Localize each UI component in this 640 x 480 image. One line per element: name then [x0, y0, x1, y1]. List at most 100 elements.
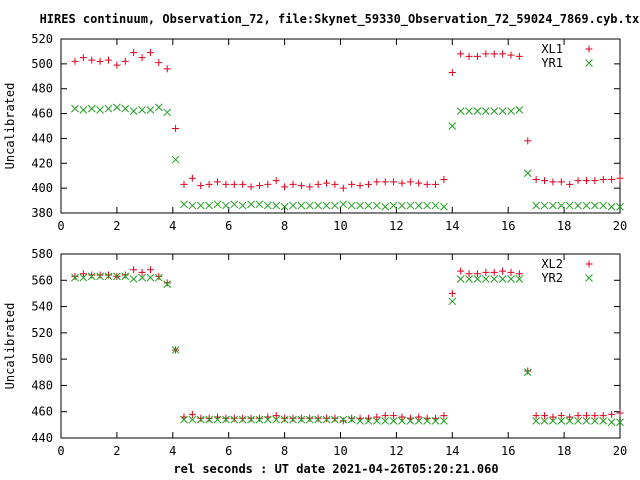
data-point — [532, 412, 540, 420]
data-point — [238, 415, 247, 424]
data-point — [347, 415, 356, 424]
legend-label: YR1 — [541, 56, 563, 70]
data-point — [163, 279, 171, 287]
data-point — [305, 415, 314, 424]
data-point — [154, 273, 163, 282]
x-tick-label: 20 — [613, 444, 627, 458]
data-point — [339, 415, 348, 424]
data-point — [121, 57, 129, 65]
data-point — [155, 59, 163, 67]
x-tick-label: 16 — [501, 444, 515, 458]
y-axis-title: Uncalibrated — [3, 83, 17, 170]
data-point — [180, 415, 188, 424]
data-point — [230, 415, 239, 424]
data-point — [331, 414, 339, 422]
data-point — [541, 177, 549, 185]
data-point — [473, 270, 481, 278]
data-point — [331, 180, 339, 188]
data-point — [574, 417, 582, 425]
data-point — [196, 201, 205, 210]
data-point — [565, 417, 574, 425]
data-point — [138, 268, 146, 276]
data-point — [456, 107, 465, 115]
data-point — [390, 412, 398, 420]
data-point — [398, 417, 406, 425]
y-tick-label: 520 — [31, 32, 53, 46]
series-XL2 — [71, 266, 624, 425]
data-point — [465, 270, 473, 278]
data-point — [616, 202, 624, 211]
data-point — [440, 175, 448, 183]
data-point — [574, 201, 582, 210]
data-point — [205, 180, 213, 188]
y-tick-label: 500 — [31, 57, 53, 71]
data-point — [431, 417, 440, 425]
data-point — [423, 201, 431, 210]
data-point — [188, 415, 197, 424]
data-point — [599, 201, 608, 210]
data-point — [415, 179, 423, 187]
data-point — [339, 184, 347, 192]
data-point — [104, 272, 113, 281]
y-tick-label: 440 — [31, 131, 53, 145]
data-point — [339, 200, 348, 209]
data-point — [507, 268, 515, 276]
data-point — [247, 415, 255, 424]
series-YR2 — [71, 272, 624, 427]
data-point — [196, 415, 205, 424]
data-point — [230, 200, 239, 209]
y-tick-label: 460 — [31, 405, 53, 419]
data-point — [582, 412, 590, 420]
data-point — [222, 414, 230, 422]
data-point — [406, 417, 415, 425]
data-point — [557, 417, 566, 425]
data-point — [331, 201, 339, 210]
data-point — [289, 201, 297, 210]
legend-label: YR2 — [541, 271, 563, 285]
data-point — [88, 271, 96, 279]
data-point — [79, 273, 88, 282]
data-point — [79, 54, 87, 62]
x-tick-label: 6 — [225, 444, 232, 458]
data-point — [406, 178, 414, 186]
data-point — [440, 202, 448, 211]
data-point — [305, 201, 314, 210]
data-point — [339, 417, 347, 425]
data-point — [213, 200, 222, 209]
data-point — [448, 122, 457, 130]
data-point — [113, 61, 121, 69]
data-point — [389, 417, 398, 425]
data-point — [507, 107, 515, 115]
data-point — [314, 180, 322, 188]
data-point — [180, 200, 188, 209]
data-point — [414, 201, 423, 210]
data-point — [96, 57, 104, 65]
data-point — [121, 271, 129, 279]
x-tick-label: 2 — [113, 444, 120, 458]
data-point — [515, 52, 523, 60]
x-tick-label: 14 — [445, 444, 459, 458]
data-point — [71, 57, 79, 65]
data-point — [154, 103, 163, 112]
data-point — [197, 182, 205, 190]
data-point — [406, 201, 415, 210]
y-tick-label: 580 — [31, 247, 53, 261]
data-point — [322, 415, 331, 424]
data-point — [481, 275, 490, 283]
data-point — [456, 275, 465, 283]
data-point — [222, 180, 230, 188]
y-tick-label: 440 — [31, 431, 53, 445]
y-tick-label: 400 — [31, 181, 53, 195]
data-point — [599, 417, 608, 425]
data-point — [389, 201, 398, 210]
data-point — [499, 50, 507, 58]
data-point — [607, 418, 616, 427]
data-point — [599, 412, 607, 420]
legend-marker — [585, 260, 593, 268]
data-point — [381, 417, 390, 425]
data-point — [263, 201, 272, 210]
data-point — [138, 54, 146, 62]
data-point — [616, 418, 624, 427]
y-tick-label: 540 — [31, 300, 53, 314]
